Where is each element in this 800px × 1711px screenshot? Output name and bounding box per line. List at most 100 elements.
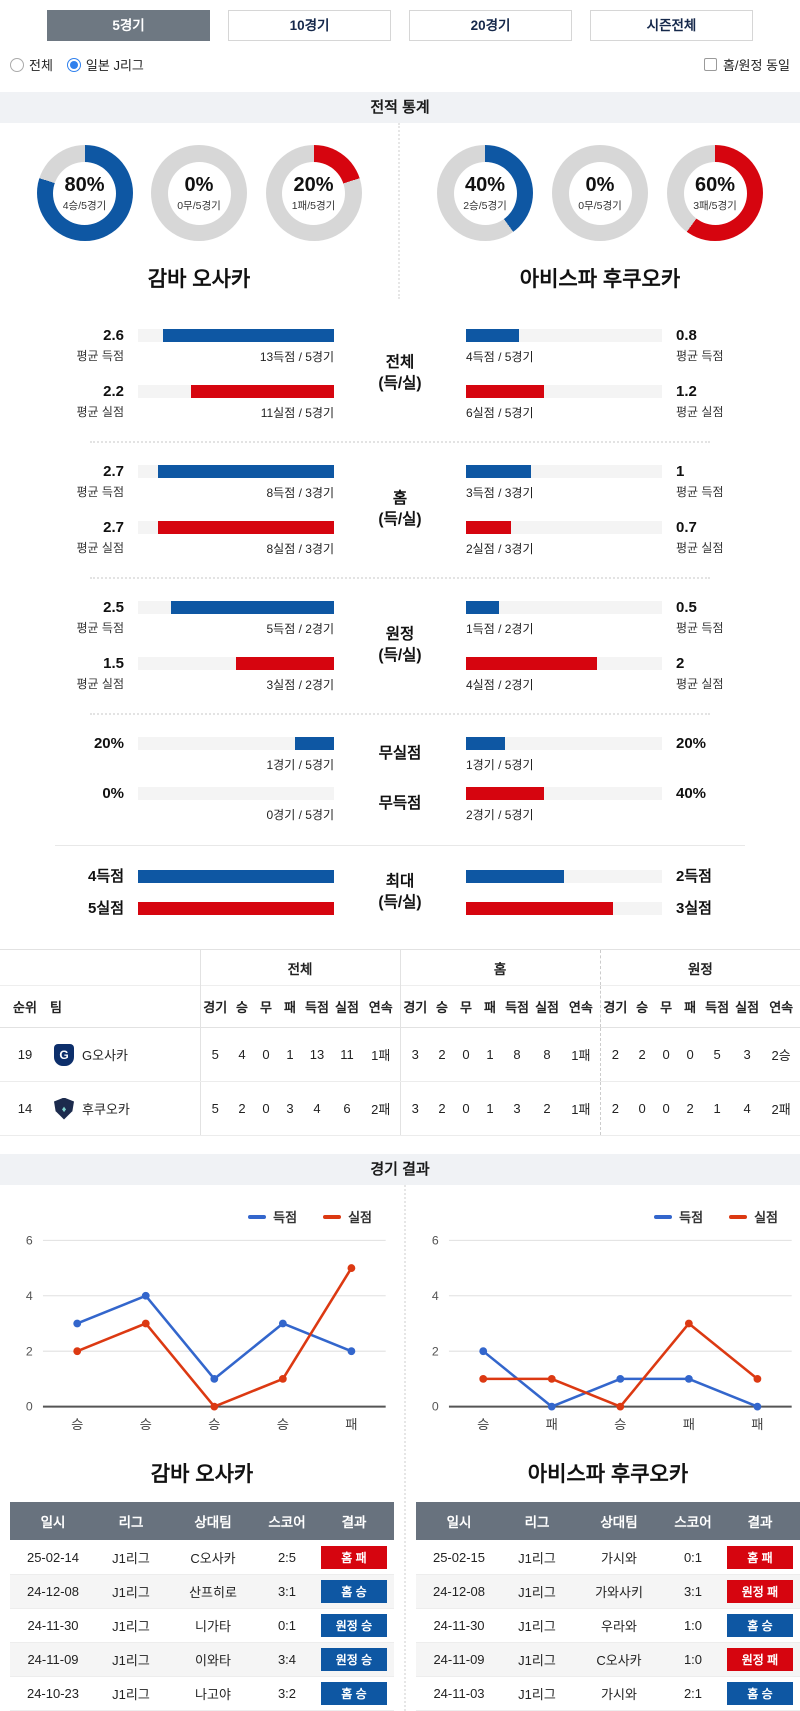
tab-5경기[interactable]: 5경기 — [47, 10, 210, 41]
loss-badge: 홈 패 — [321, 1545, 387, 1569]
svg-text:0: 0 — [432, 1400, 439, 1414]
left-stat-value: 2.5 평균 득점 — [76, 599, 125, 635]
legend-label: 실점 — [754, 1210, 778, 1225]
right-stat-bar: 1득점 / 2경기 — [466, 599, 662, 637]
donut-center: 20% 1패/5경기 — [282, 161, 345, 225]
legend-label: 득점 — [273, 1210, 298, 1225]
left-stat-bar: 8득점 / 3경기 — [138, 463, 334, 501]
donut-center: 40% 2승/5경기 — [453, 161, 517, 225]
right-stat-value: 2득점 — [676, 868, 712, 885]
match-col-상대팀: 상대팀 — [166, 1502, 260, 1541]
left-stat-bar — [138, 900, 334, 915]
right-stat-bar: 3득점 / 3경기 — [466, 463, 662, 501]
away-match-table-title: 아비스파 후쿠오카 — [527, 1463, 689, 1487]
away-results-chart: 득점 실점 0 2 4 6 승 패 승 패 패 — [406, 1185, 800, 1444]
match-col-결과: 결과 — [314, 1502, 394, 1541]
svg-text:패: 패 — [546, 1417, 558, 1432]
left-stat-value: 20% — [93, 735, 124, 752]
donut-percent: 60% — [694, 173, 736, 196]
compare-group-label: 최대 (득/실) — [378, 872, 422, 911]
home-away-same-checkbox[interactable]: 홈/원정 동일 — [703, 55, 790, 74]
tab-10경기[interactable]: 10경기 — [228, 10, 391, 41]
league-radio-group: 전체 일본 J리그 — [10, 55, 144, 74]
loss-badge: 원정 패 — [727, 1647, 793, 1671]
legend-swatch — [729, 1214, 748, 1219]
donut-label: 0무/5경기 — [578, 199, 622, 212]
compare-group-label: 전체 (득/실) — [378, 354, 422, 392]
right-stat-bar: 4실점 / 2경기 — [466, 655, 662, 693]
match-row: 24-11-03 J1리그 가시와 2:1 홈 승 — [416, 1676, 800, 1711]
svg-text:2: 2 — [432, 1344, 439, 1358]
svg-text:승: 승 — [614, 1417, 626, 1432]
away-team-name: 아비스파 후쿠오카 — [519, 268, 681, 291]
right-stat-value: 40% — [676, 785, 707, 802]
win-badge: 홈 승 — [321, 1681, 387, 1705]
donut-ring: 40% 2승/5경기 — [437, 145, 533, 241]
compare-group: 4득점 2득점 5실점 3실점 최대 (득/실) — [0, 862, 800, 923]
radio-일본 J리그[interactable]: 일본 J리그 — [66, 55, 144, 74]
loss-badge: 원정 패 — [727, 1579, 793, 1603]
right-stat-value: 0.8 평균 득점 — [676, 327, 724, 363]
radio-label: 일본 J리그 — [85, 58, 144, 73]
match-row: 24-11-30 J1리그 우라와 1:0 홈 승 — [416, 1608, 800, 1643]
home-donut-half: 80% 4승/5경기 0% 0무/5경기 20% 1패/5경기 감바 오사카 — [0, 123, 400, 299]
compare-group-label: 무득점 — [378, 794, 422, 812]
stats-section-title: 전적 통계 — [370, 99, 430, 116]
compare-group: 2.5 평균 득점 5득점 / 2경기 1득점 / 2경기 0.5 평균 득점 1.5 평균 … — [0, 593, 800, 699]
standings-team-name: G오사카 — [82, 1048, 128, 1063]
standings: 전체 홈 원정 순위 팀 경기 승 무 패 득점 실점 연속 경기 승 무 패 득점 실점 연속 경기 승 무 패 득점 실점 연… — [0, 949, 800, 1136]
group-divider — [90, 713, 710, 715]
donut-ring: 0% 0무/5경기 — [552, 145, 648, 241]
match-results-table: 일시 리그 상대팀 스코어 결과 25-02-14 J1리그 C오사카 2:5 홈 패 24-12-… — [10, 1502, 394, 1711]
svg-text:승: 승 — [71, 1417, 83, 1432]
left-stat-value: 2.2 평균 실점 — [76, 383, 125, 419]
legend-swatch — [323, 1214, 342, 1219]
results-section-title: 경기 결과 — [370, 1161, 430, 1178]
left-stat-value: 2.7 평균 득점 — [76, 463, 125, 499]
match-col-일시: 일시 — [10, 1502, 96, 1541]
svg-text:4: 4 — [432, 1289, 439, 1303]
away-donuts: 40% 2승/5경기 0% 0무/5경기 60% 3패/5경기 — [400, 123, 800, 247]
match-col-일시: 일시 — [416, 1502, 502, 1541]
tab-시즌전체[interactable]: 시즌전체 — [590, 10, 753, 41]
red-rate-donut: 60% 3패/5경기 — [667, 145, 763, 241]
svg-text:6: 6 — [432, 1233, 439, 1247]
donut-center: 60% 3패/5경기 — [683, 161, 747, 225]
chart-legend: 득점 실점 — [6, 1207, 398, 1226]
filter-row: 전체 일본 J리그 홈/원정 동일 — [10, 55, 790, 74]
gray-rate-donut: 0% 0무/5경기 — [552, 145, 648, 241]
left-stat-value: 1.5 평균 실점 — [76, 655, 125, 691]
standings-group-홈: 홈 — [399, 949, 601, 986]
radio-icon — [10, 57, 24, 72]
match-results-table: 일시 리그 상대팀 스코어 결과 25-02-15 J1리그 가시와 0:1 홈 패 24-12-0… — [416, 1502, 800, 1711]
donut-label: 2승/5경기 — [463, 199, 507, 212]
avispa-logo-icon: ♦ — [54, 1097, 74, 1120]
legend-item-실점: 실점 — [729, 1207, 778, 1226]
donut-label: 1패/5경기 — [291, 199, 336, 212]
match-row: 24-11-09 J1리그 C오사카 1:0 원정 패 — [416, 1642, 800, 1677]
legend-label: 득점 — [679, 1210, 704, 1225]
loss-badge: 홈 패 — [727, 1545, 793, 1569]
donut-label: 3패/5경기 — [693, 199, 737, 212]
right-stat-bar — [466, 900, 662, 915]
right-stat-bar: 6실점 / 5경기 — [466, 383, 662, 421]
svg-text:승: 승 — [140, 1417, 152, 1432]
match-col-스코어: 스코어 — [666, 1502, 720, 1541]
right-stat-value: 1 평균 득점 — [676, 463, 724, 499]
tab-20경기[interactable]: 20경기 — [409, 10, 572, 41]
legend-swatch — [654, 1214, 673, 1219]
donut-ring: 60% 3패/5경기 — [667, 145, 763, 241]
match-col-상대팀: 상대팀 — [572, 1502, 666, 1541]
right-stat-bar: 2실점 / 3경기 — [466, 519, 662, 557]
legend-item-득점: 득점 — [248, 1207, 297, 1226]
right-stat-bar: 4득점 / 5경기 — [466, 327, 662, 365]
match-row: 24-11-09 J1리그 이와타 3:4 원정 승 — [10, 1642, 394, 1677]
compare-group-label: 홈 (득/실) — [378, 490, 422, 528]
stats-section-header: 전적 통계 — [0, 92, 800, 123]
right-stat-value: 1.2 평균 실점 — [676, 383, 724, 419]
compare-group-label: 무실점 — [378, 744, 422, 762]
home-donuts: 80% 4승/5경기 0% 0무/5경기 20% 1패/5경기 — [0, 123, 398, 247]
results-area: 득점 실점 0 2 4 6 승 승 승 승 패 감바 오사카 일시 리그 상대팀 스코어 결과 25-02-1… — [0, 1185, 800, 1711]
radio-전체[interactable]: 전체 — [10, 55, 53, 74]
donut-center: 0% 0무/5경기 — [167, 161, 231, 225]
